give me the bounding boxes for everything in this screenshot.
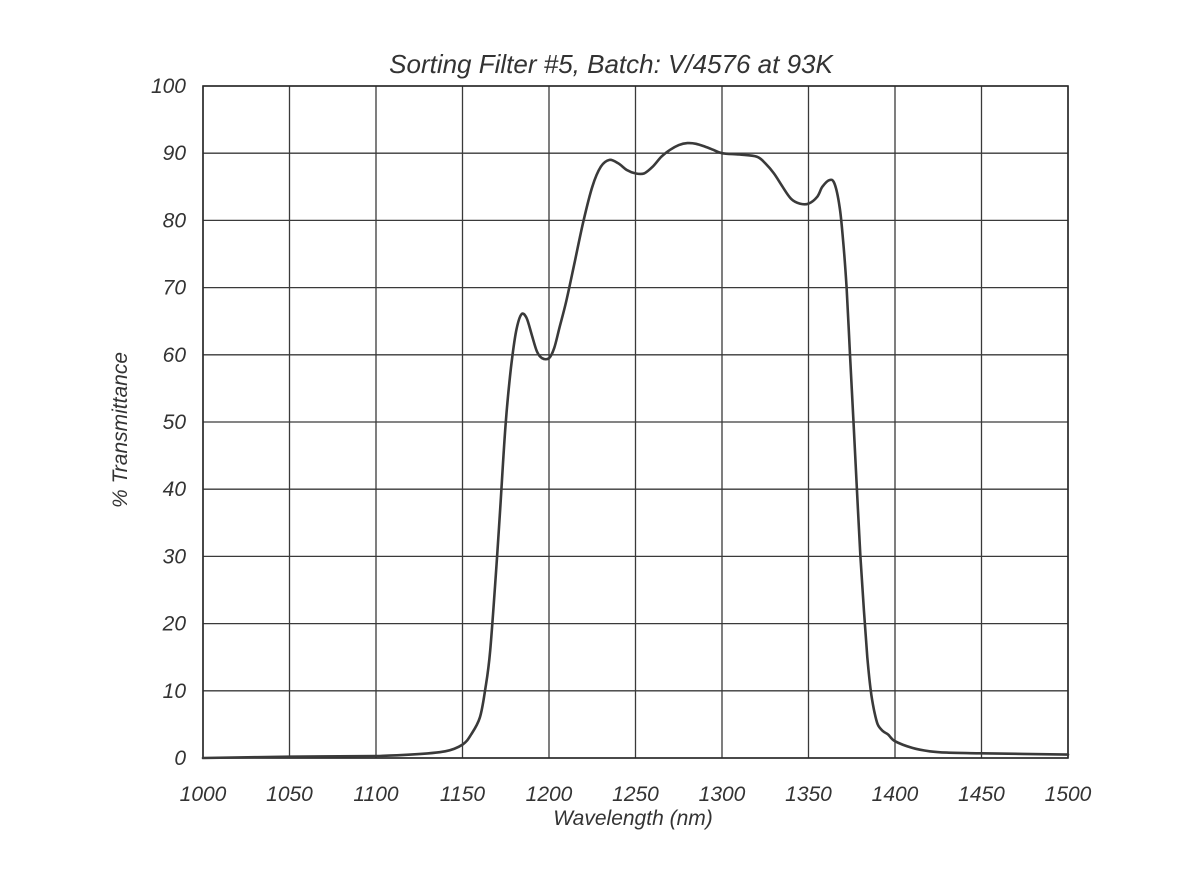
plot-frame [202, 85, 1069, 759]
x-tick-label-1450: 1450 [958, 783, 1005, 806]
grid [202, 85, 1069, 759]
y-axis-label: % Transmittance [109, 352, 132, 508]
x-tick-label-1050: 1050 [266, 783, 313, 806]
y-tick-label-70: 70 [163, 277, 187, 300]
x-tick-label-1000: 1000 [180, 783, 227, 806]
transmittance-series-line [201, 141, 1070, 760]
y-tick-label-0: 0 [174, 747, 186, 770]
x-axis-label: Wavelength (nm) [553, 807, 713, 830]
chart-title: Sorting Filter #5, Batch: V/4576 at 93K [389, 49, 834, 79]
x-tick-label-1200: 1200 [526, 783, 573, 806]
x-tick-label-1250: 1250 [612, 783, 659, 806]
y-tick-label-30: 30 [163, 545, 187, 568]
y-tick-label-10: 10 [163, 680, 187, 703]
x-tick-label-1350: 1350 [785, 783, 832, 806]
x-tick-label-1300: 1300 [699, 783, 746, 806]
y-tick-label-80: 80 [163, 209, 187, 232]
x-tick-label-1150: 1150 [440, 783, 485, 806]
y-tick-label-20: 20 [162, 613, 187, 636]
y-tick-label-50: 50 [163, 411, 187, 434]
x-tick-label-1100: 1100 [353, 783, 398, 806]
y-tick-label-60: 60 [163, 344, 187, 367]
x-tick-label-1400: 1400 [872, 783, 919, 806]
y-tick-label-90: 90 [163, 142, 187, 165]
y-tick-label-40: 40 [163, 478, 187, 501]
y-tick-label-100: 100 [151, 75, 186, 98]
x-axis-ticks: 1000 1050 1100 1150 1200 1250 1300 1350 1400 1450… [180, 783, 1092, 806]
y-axis-ticks: 0 10 20 30 40 50 60 70 80 90 100 [151, 75, 186, 770]
x-tick-label-1500: 1500 [1045, 783, 1092, 806]
